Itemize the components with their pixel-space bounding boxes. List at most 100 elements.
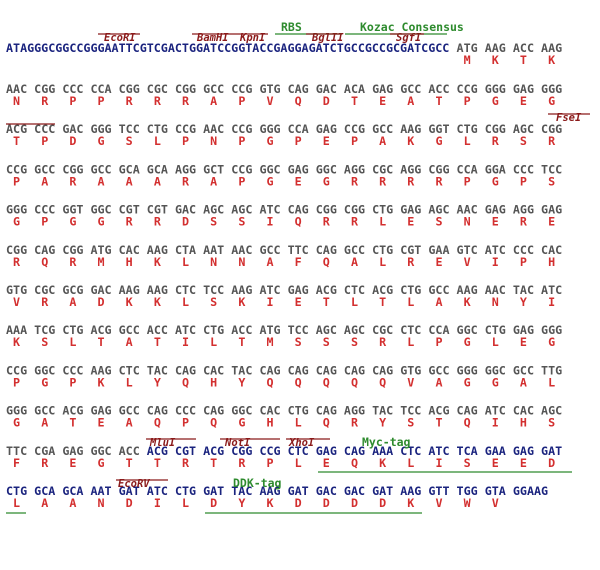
codon: CGG xyxy=(119,82,140,96)
amino-acid: R xyxy=(154,94,162,108)
codon: ACG xyxy=(203,444,224,458)
codon: GCC xyxy=(259,243,280,257)
codon: ATC xyxy=(147,484,168,498)
codon: GGA xyxy=(485,162,506,176)
amino-acid: R xyxy=(379,174,387,188)
amino-acid: R xyxy=(351,416,359,430)
amino-acid: S xyxy=(351,335,358,349)
codon: AAT xyxy=(90,484,111,498)
codon: CTG xyxy=(203,323,224,337)
amino-acid: L xyxy=(69,335,76,349)
codon: ATG xyxy=(259,323,280,337)
amino-acid: Q xyxy=(182,375,189,389)
codon: GAG xyxy=(288,283,309,297)
codon: AAA xyxy=(6,323,27,337)
codon: GGC xyxy=(231,404,252,418)
codon: CGT xyxy=(147,203,168,217)
amino-acid: A xyxy=(266,255,273,269)
codon: AAG xyxy=(485,41,506,55)
codon: ATC xyxy=(485,243,506,257)
codon: CGG xyxy=(428,162,449,176)
amino-acid: L xyxy=(13,496,20,510)
codon: TAC xyxy=(231,484,252,498)
codon: ATC xyxy=(485,404,506,418)
amino-acid: Q xyxy=(464,416,471,430)
codon: AAG xyxy=(231,283,252,297)
codon: GAC xyxy=(90,283,111,297)
amino-acid: E xyxy=(520,94,527,108)
codon: CTG xyxy=(372,203,393,217)
amino-acid: P xyxy=(351,134,358,148)
amino-acid: L xyxy=(182,496,189,510)
amino-acid: I xyxy=(492,255,499,269)
amino-acid: H xyxy=(548,255,555,269)
amino-acid: T xyxy=(98,335,105,349)
codon: TCC xyxy=(400,404,421,418)
amino-acid: A xyxy=(351,255,358,269)
amino-acid: E xyxy=(98,416,105,430)
codon: ACG xyxy=(6,122,27,136)
codon: CCG xyxy=(231,122,252,136)
amino-acid: A xyxy=(520,375,527,389)
amino-acid: D xyxy=(295,496,302,510)
amino-acid: K xyxy=(266,496,273,510)
codon: CAG xyxy=(175,363,196,377)
codon: AGC xyxy=(316,323,337,337)
codon: AAC xyxy=(231,243,252,257)
codon: GCC xyxy=(344,243,365,257)
codon: ACC xyxy=(147,323,168,337)
codon: CTG xyxy=(372,243,393,257)
codon: GGG xyxy=(457,363,478,377)
amino-acid: A xyxy=(69,496,76,510)
amino-acid: L xyxy=(154,134,161,148)
amino-acid: A xyxy=(41,496,48,510)
codon: GAG xyxy=(513,323,534,337)
codon: GCA xyxy=(62,484,83,498)
amino-acid: Q xyxy=(323,375,330,389)
codon: GAA xyxy=(485,444,506,458)
codon: GAG xyxy=(485,203,506,217)
codon: GAG xyxy=(513,82,534,96)
amino-acid: S xyxy=(435,215,442,229)
amino-acid: A xyxy=(407,94,414,108)
codon: CAG xyxy=(288,363,309,377)
amino-acid: N xyxy=(98,496,105,510)
amino-acid: T xyxy=(323,295,330,309)
codon: CGG xyxy=(541,122,562,136)
codon: CCA xyxy=(288,122,309,136)
codon: AGG xyxy=(175,162,196,176)
amino-acid: M xyxy=(464,53,471,67)
amino-acid: R xyxy=(407,255,415,269)
amino-acid: Y xyxy=(520,295,527,309)
amino-acid: T xyxy=(13,134,20,148)
sequence: ATAGGGCGGCCGGGAATTCGTCGACTGGATCCGGTACCGA… xyxy=(6,41,449,55)
amino-acid: L xyxy=(379,215,386,229)
codon: AGG xyxy=(400,162,421,176)
amino-acid: G xyxy=(13,215,20,229)
amino-acid: D xyxy=(323,496,330,510)
codon: GCC xyxy=(428,363,449,377)
codon: GTT xyxy=(428,484,449,498)
codon: CGG xyxy=(231,444,252,458)
codon: AAG xyxy=(147,283,168,297)
site-label: XhoI xyxy=(288,437,315,449)
codon: GAG xyxy=(400,203,421,217)
amino-acid: D xyxy=(182,215,189,229)
amino-acid: R xyxy=(126,94,134,108)
amino-acid: Q xyxy=(154,416,161,430)
codon: GCC xyxy=(119,404,140,418)
codon: GGG xyxy=(6,404,27,418)
codon: GCA xyxy=(34,484,55,498)
amino-acid: W xyxy=(464,496,472,510)
codon: TCA xyxy=(457,444,478,458)
codon: CAC xyxy=(119,243,140,257)
amino-acid: E xyxy=(379,94,386,108)
amino-acid: G xyxy=(435,134,442,148)
amino-acid: P xyxy=(69,375,76,389)
amino-acid: H xyxy=(210,375,217,389)
codon: GTG xyxy=(6,283,27,297)
amino-acid: P xyxy=(13,375,20,389)
amino-acid: H xyxy=(520,416,527,430)
amino-acid: S xyxy=(238,215,245,229)
amino-acid: R xyxy=(407,174,415,188)
